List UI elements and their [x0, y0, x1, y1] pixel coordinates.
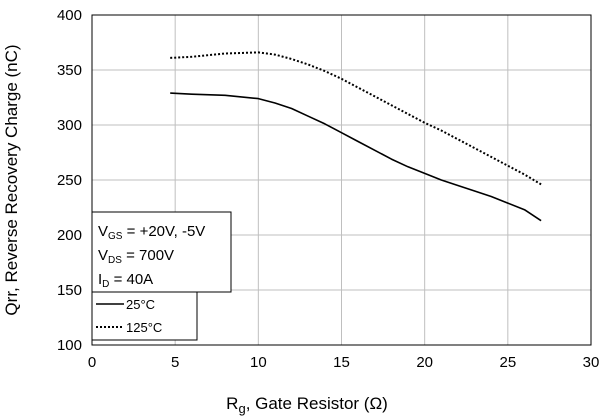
x-axis-label-rest: , Gate Resistor (Ω) [246, 394, 388, 413]
x-tick-label: 0 [88, 354, 96, 371]
legend-label-25c: 25°C [126, 297, 155, 312]
x-axis-label: Rg, Gate Resistor (Ω) [226, 394, 388, 416]
y-tick-label: 400 [57, 7, 82, 24]
y-tick-label: 100 [57, 337, 82, 354]
series-line-125c [170, 51, 542, 186]
y-tick-label: 300 [57, 117, 82, 134]
legend: 25°C 125°C [91, 291, 198, 341]
y-tick-label: 350 [57, 62, 82, 79]
y-axis-label: Qrr, Reverse Recovery Charge (nC) [2, 44, 21, 315]
y-tick-label: 200 [57, 227, 82, 244]
conditions-box: VGS = +20V, -5V VDS = 700V ID = 40A [91, 211, 232, 293]
series-line-25c [170, 92, 542, 222]
y-tick-label: 250 [57, 172, 82, 189]
y-tick-label: 150 [57, 282, 82, 299]
x-axis-label-sub: g [238, 401, 245, 416]
condition-id: ID = 40A [98, 271, 153, 290]
x-tick-label: 20 [416, 354, 433, 371]
x-axis-label-main: R [226, 394, 238, 413]
condition-vgs: VGS = +20V, -5V [98, 223, 205, 242]
legend-frame [91, 291, 198, 341]
x-tick-label: 5 [171, 354, 179, 371]
plot-frame [91, 14, 592, 346]
legend-label-125c: 125°C [126, 320, 162, 335]
x-tick-label: 15 [333, 354, 350, 371]
x-tick-label: 25 [499, 354, 516, 371]
series-layer [170, 51, 542, 222]
tick-labels: 0 5 10 15 20 25 30 100 150 200 250 300 350 400 [57, 7, 599, 371]
conditions-box-frame [91, 211, 232, 293]
condition-vds: VDS = 700V [98, 247, 174, 266]
x-tick-label: 10 [250, 354, 267, 371]
x-tick-label: 30 [583, 354, 600, 371]
